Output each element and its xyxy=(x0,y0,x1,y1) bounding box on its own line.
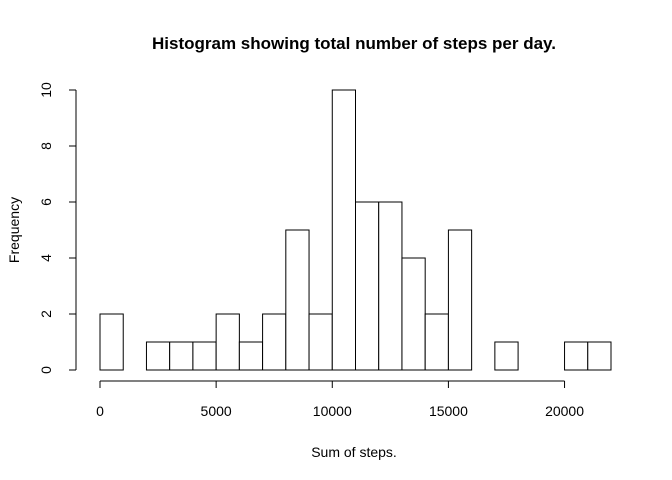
y-tick-label-10: 10 xyxy=(38,82,54,98)
x-tick-label-5000: 5000 xyxy=(201,403,232,419)
bars-group xyxy=(99,89,612,371)
x-tick-label-10000: 10000 xyxy=(313,403,352,419)
histogram-bar-2000-3000 xyxy=(145,341,171,371)
y-tick-label-6: 6 xyxy=(38,198,54,206)
histogram-bar-0-1000 xyxy=(99,313,124,371)
histogram-bar-9000-10000 xyxy=(308,313,333,371)
y-axis: 0 2 4 6 8 10 xyxy=(38,82,77,374)
histogram-bar-4000-5000 xyxy=(192,341,217,371)
histogram-bar-15000-16000 xyxy=(447,229,473,371)
histogram-bar-21000-22000 xyxy=(587,341,612,371)
x-axis-label: Sum of steps. xyxy=(311,444,397,460)
y-tick-label-2: 2 xyxy=(38,310,54,318)
histogram-bar-17000-18000 xyxy=(494,341,519,371)
x-tick-label-15000: 15000 xyxy=(429,403,468,419)
histogram-bar-3000-4000 xyxy=(169,341,194,371)
x-tick-label-0: 0 xyxy=(96,403,104,419)
histogram-bar-6000-7000 xyxy=(238,341,264,371)
y-tick-label-4: 4 xyxy=(38,254,54,262)
x-axis: 0 5000 10000 15000 20000 xyxy=(96,380,584,419)
y-axis-label: Frequency xyxy=(6,197,22,263)
histogram-bar-14000-15000 xyxy=(424,313,449,371)
histogram-bar-10000-11000 xyxy=(331,89,357,371)
histogram-bar-11000-12000 xyxy=(355,201,380,371)
histogram-bar-20000-21000 xyxy=(564,341,589,371)
histogram-bar-5000-6000 xyxy=(215,313,240,371)
y-tick-label-8: 8 xyxy=(38,142,54,150)
y-tick-label-0: 0 xyxy=(38,366,54,374)
histogram-bar-13000-14000 xyxy=(401,257,426,371)
chart-title: Histogram showing total number of steps … xyxy=(152,34,556,53)
histogram-bar-12000-13000 xyxy=(378,201,403,371)
x-tick-label-20000: 20000 xyxy=(545,403,584,419)
histogram-bar-8000-9000 xyxy=(285,229,310,371)
histogram-bar-7000-8000 xyxy=(262,313,287,371)
